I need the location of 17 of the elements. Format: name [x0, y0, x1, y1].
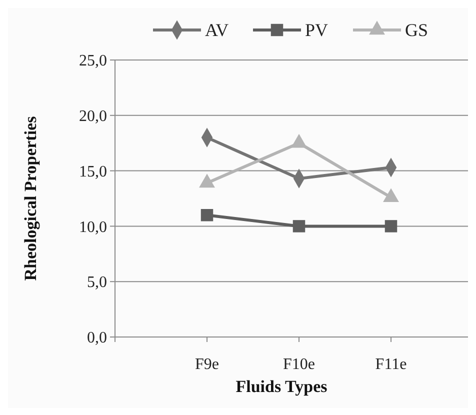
- y-tick-label: 10,0: [79, 218, 107, 236]
- x-axis-title: Fluids Types: [236, 377, 328, 396]
- point: [200, 208, 214, 222]
- legend-label: AV: [205, 20, 229, 40]
- point: [292, 220, 306, 232]
- y-tick-label: 20,0: [79, 108, 107, 125]
- x-tick-label: F10e: [283, 356, 315, 373]
- y-tick-label: 25,0: [79, 52, 107, 70]
- x-tick-label: F9e: [195, 356, 219, 373]
- legend-label: PV: [305, 20, 328, 40]
- y-axis-title: Rheological Properties: [21, 116, 40, 281]
- y-tick-label: 0,0: [87, 330, 107, 347]
- point: [384, 220, 398, 232]
- y-tick-label: 15,0: [79, 163, 107, 180]
- x-tick-label: F11e: [375, 356, 407, 373]
- legend-label: GS: [405, 20, 428, 40]
- y-tick-label: 5,0: [87, 274, 107, 292]
